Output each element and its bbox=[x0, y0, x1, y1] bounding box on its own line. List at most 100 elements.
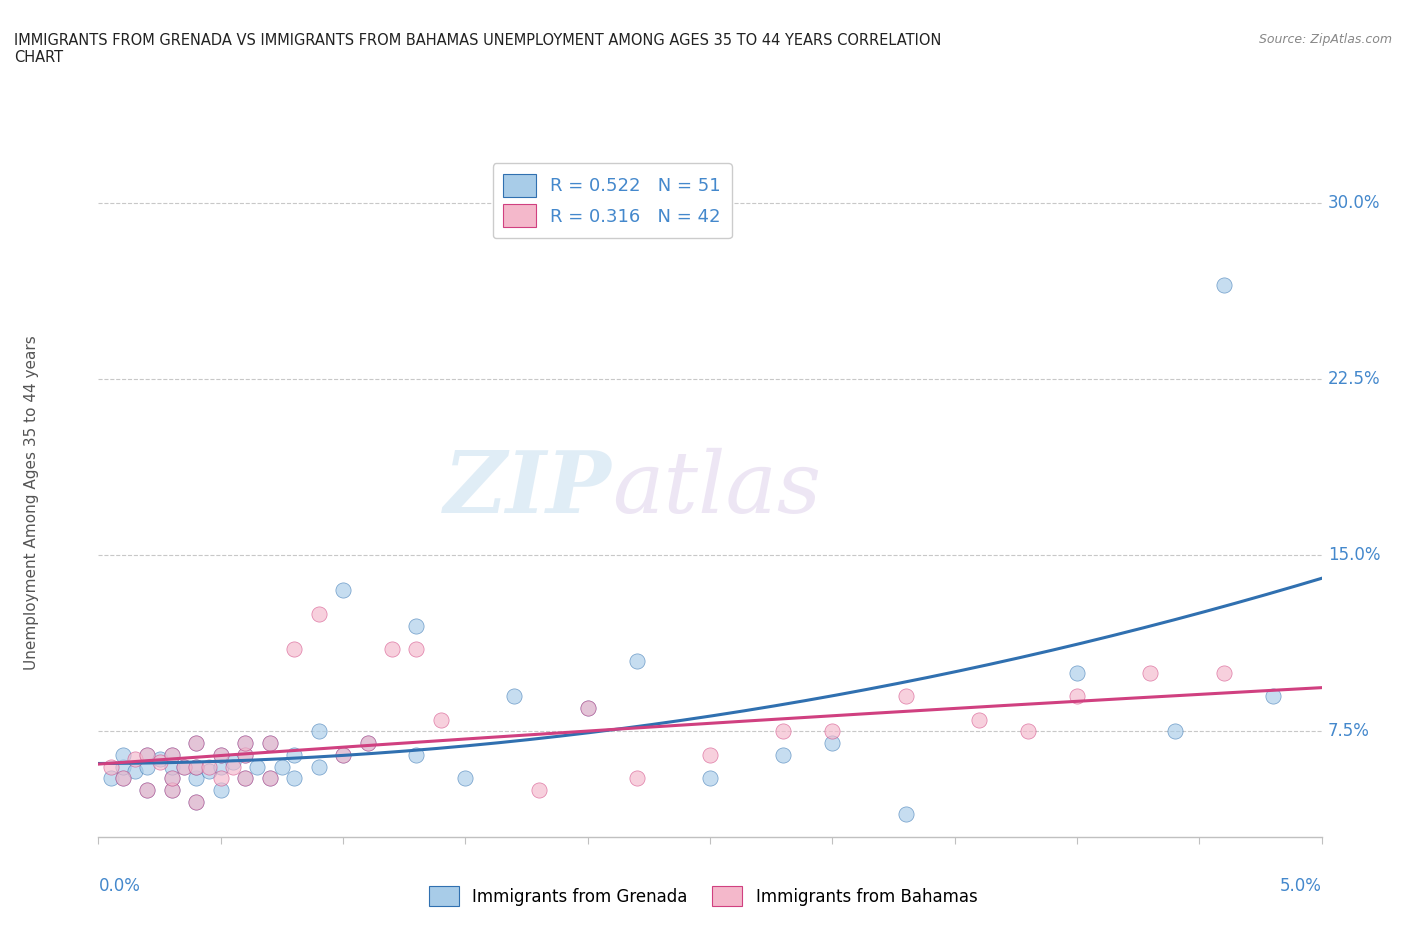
Point bbox=[124, 752, 146, 767]
Legend: R = 0.522   N = 51, R = 0.316   N = 42: R = 0.522 N = 51, R = 0.316 N = 42 bbox=[492, 163, 731, 238]
Point bbox=[527, 782, 550, 797]
Point bbox=[160, 771, 183, 786]
Point bbox=[356, 736, 378, 751]
Point bbox=[1261, 688, 1284, 703]
Point bbox=[270, 759, 292, 774]
Point bbox=[1212, 277, 1234, 292]
Point bbox=[136, 782, 159, 797]
Point bbox=[186, 759, 208, 774]
Point bbox=[259, 736, 281, 751]
Point bbox=[186, 794, 208, 809]
Point bbox=[173, 759, 195, 774]
Point bbox=[233, 771, 256, 786]
Text: Unemployment Among Ages 35 to 44 years: Unemployment Among Ages 35 to 44 years bbox=[24, 335, 38, 670]
Point bbox=[332, 583, 354, 598]
Point bbox=[124, 764, 146, 778]
Text: 30.0%: 30.0% bbox=[1327, 193, 1381, 212]
Point bbox=[1139, 665, 1161, 680]
Point bbox=[332, 748, 354, 763]
Point bbox=[478, 842, 501, 857]
Point bbox=[160, 782, 183, 797]
Point bbox=[136, 748, 159, 763]
Point bbox=[308, 724, 330, 738]
Point bbox=[967, 712, 990, 727]
Point bbox=[503, 688, 526, 703]
Point bbox=[160, 759, 183, 774]
Point bbox=[405, 642, 427, 657]
Point bbox=[772, 724, 794, 738]
Point bbox=[259, 736, 281, 751]
Text: IMMIGRANTS FROM GRENADA VS IMMIGRANTS FROM BAHAMAS UNEMPLOYMENT AMONG AGES 35 TO: IMMIGRANTS FROM GRENADA VS IMMIGRANTS FR… bbox=[14, 33, 942, 65]
Text: atlas: atlas bbox=[612, 447, 821, 530]
Point bbox=[332, 748, 354, 763]
Point bbox=[186, 736, 208, 751]
Legend: Immigrants from Grenada, Immigrants from Bahamas: Immigrants from Grenada, Immigrants from… bbox=[422, 880, 984, 912]
Point bbox=[186, 794, 208, 809]
Point bbox=[136, 759, 159, 774]
Point bbox=[1164, 724, 1187, 738]
Point bbox=[209, 748, 232, 763]
Text: 5.0%: 5.0% bbox=[1279, 877, 1322, 896]
Point bbox=[149, 754, 172, 769]
Point bbox=[197, 764, 219, 778]
Point bbox=[772, 748, 794, 763]
Text: ZIP: ZIP bbox=[444, 447, 612, 530]
Point bbox=[894, 806, 917, 821]
Text: 22.5%: 22.5% bbox=[1327, 370, 1381, 388]
Point bbox=[821, 736, 844, 751]
Point bbox=[699, 771, 721, 786]
Text: 0.0%: 0.0% bbox=[98, 877, 141, 896]
Point bbox=[454, 771, 477, 786]
Point bbox=[149, 752, 172, 767]
Point bbox=[259, 771, 281, 786]
Point bbox=[209, 759, 232, 774]
Point bbox=[197, 759, 219, 774]
Point bbox=[259, 771, 281, 786]
Point bbox=[100, 771, 122, 786]
Text: 15.0%: 15.0% bbox=[1327, 546, 1381, 565]
Point bbox=[222, 754, 245, 769]
Point bbox=[1017, 724, 1039, 738]
Point bbox=[233, 748, 256, 763]
Point bbox=[283, 771, 305, 786]
Point bbox=[209, 771, 232, 786]
Point bbox=[186, 771, 208, 786]
Point bbox=[160, 782, 183, 797]
Point bbox=[160, 771, 183, 786]
Point bbox=[308, 759, 330, 774]
Point bbox=[111, 759, 134, 774]
Point bbox=[111, 771, 134, 786]
Text: 7.5%: 7.5% bbox=[1327, 723, 1369, 740]
Point bbox=[160, 748, 183, 763]
Point bbox=[405, 748, 427, 763]
Point bbox=[233, 736, 256, 751]
Point bbox=[222, 759, 245, 774]
Point bbox=[233, 748, 256, 763]
Point bbox=[626, 654, 648, 669]
Point bbox=[136, 748, 159, 763]
Point bbox=[283, 748, 305, 763]
Point bbox=[209, 782, 232, 797]
Point bbox=[821, 724, 844, 738]
Point bbox=[576, 700, 599, 715]
Point bbox=[430, 712, 453, 727]
Point bbox=[1212, 665, 1234, 680]
Text: Source: ZipAtlas.com: Source: ZipAtlas.com bbox=[1258, 33, 1392, 46]
Point bbox=[160, 748, 183, 763]
Point bbox=[209, 748, 232, 763]
Point bbox=[356, 736, 378, 751]
Point bbox=[1066, 665, 1088, 680]
Point bbox=[186, 759, 208, 774]
Point bbox=[894, 688, 917, 703]
Point bbox=[283, 642, 305, 657]
Point bbox=[626, 771, 648, 786]
Point bbox=[381, 642, 404, 657]
Point bbox=[405, 618, 427, 633]
Point bbox=[186, 736, 208, 751]
Point bbox=[246, 759, 269, 774]
Point bbox=[1066, 688, 1088, 703]
Point bbox=[173, 759, 195, 774]
Point bbox=[233, 771, 256, 786]
Point bbox=[308, 606, 330, 621]
Point bbox=[100, 759, 122, 774]
